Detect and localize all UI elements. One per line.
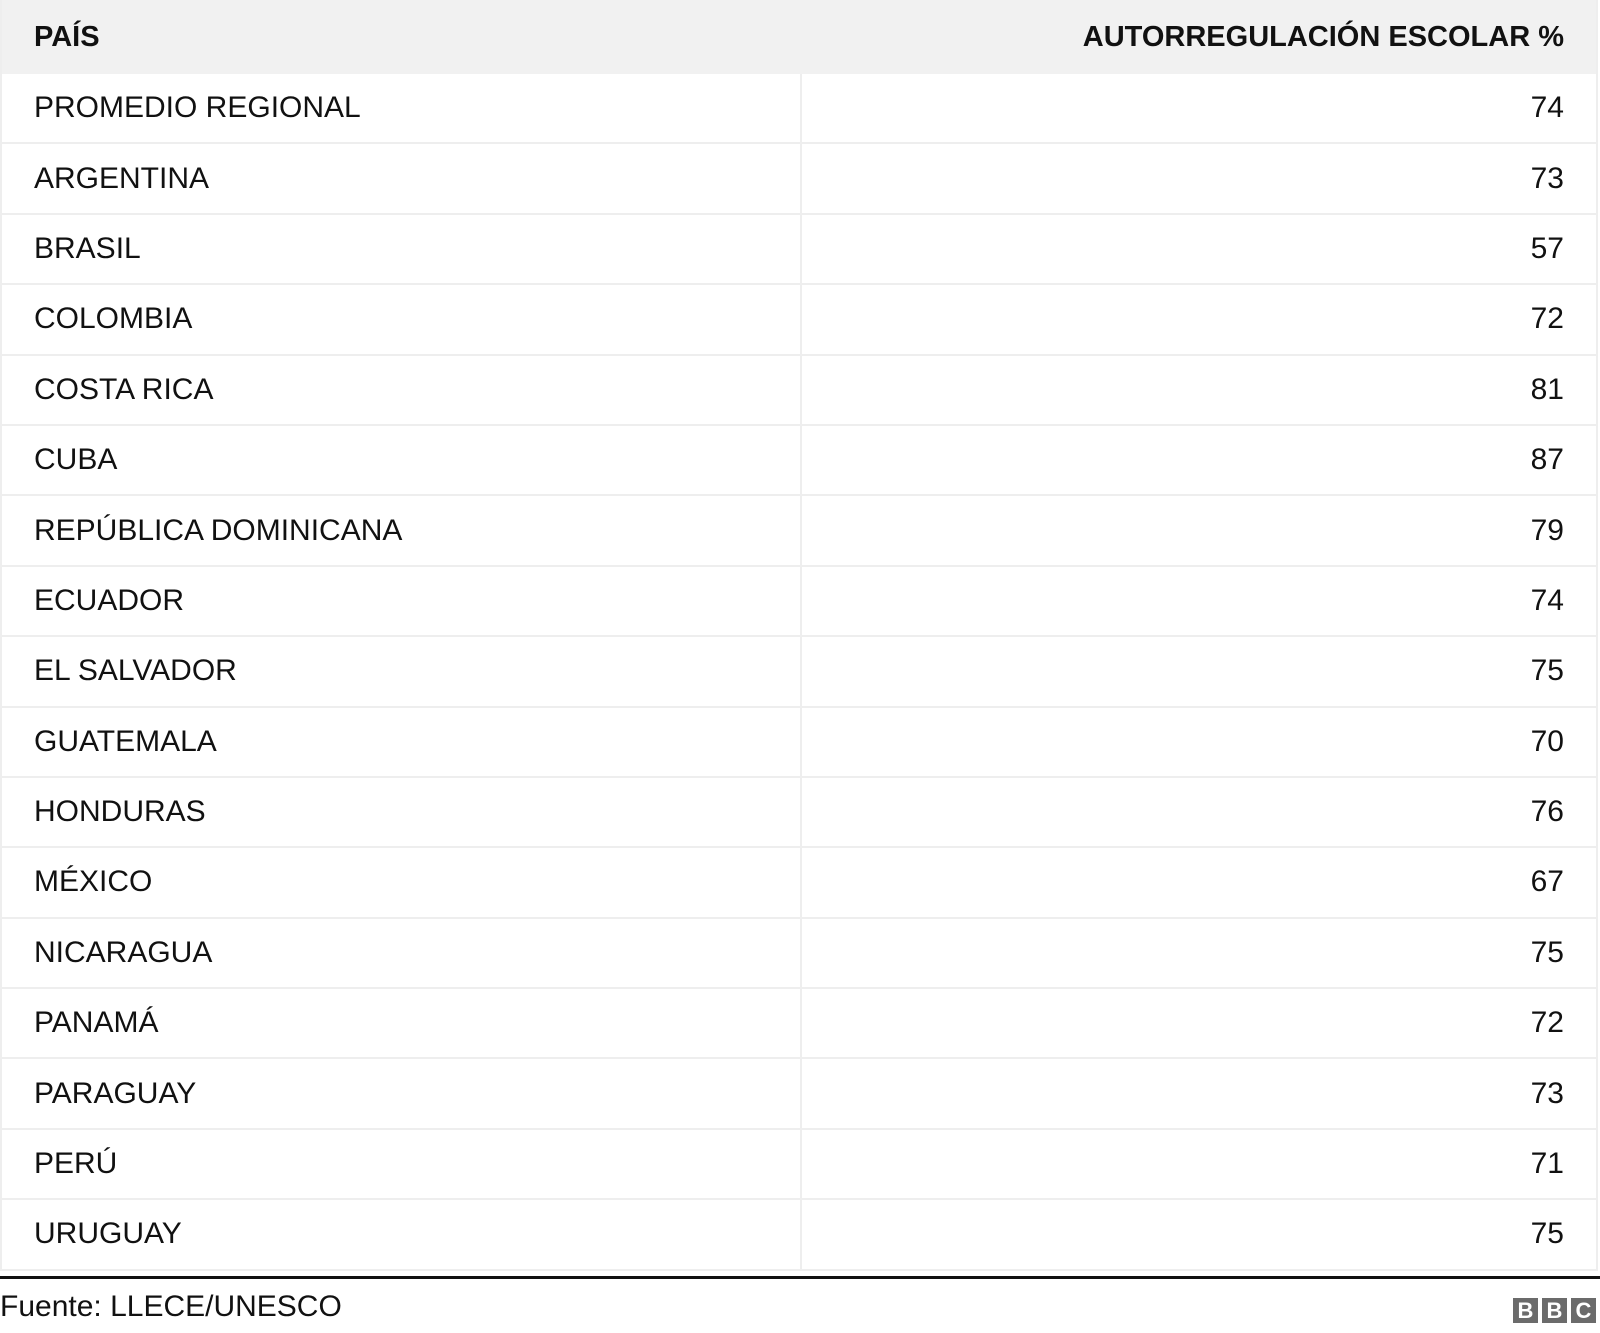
logo-letter: B (1542, 1298, 1567, 1323)
country-cell: BRASIL (2, 214, 802, 284)
value-cell: 67 (1530, 865, 1564, 899)
table-row: ARGENTINA 73 (2, 144, 1596, 215)
country-cell: CUBA (2, 425, 802, 495)
value-cell: 72 (1530, 302, 1564, 336)
table-row: CUBA 87 (2, 425, 1596, 497)
table-row: NICARAGUA 75 (2, 918, 1596, 990)
value-cell: 74 (1530, 91, 1564, 125)
value-cell: 79 (1530, 513, 1564, 547)
table-row: PANAMÁ 72 (2, 989, 1596, 1060)
value-cell: 76 (1530, 795, 1564, 829)
country-cell: GUATEMALA (2, 707, 802, 776)
value-cell: 70 (1530, 724, 1564, 758)
table-row: PARAGUAY 73 (2, 1059, 1596, 1130)
table-row: HONDURAS 76 (2, 777, 1596, 849)
country-cell: NICARAGUA (2, 918, 802, 988)
data-table: PAÍS AUTORREGULACIÓN ESCOLAR % PROMEDIO … (0, 0, 1598, 1271)
table-row: BRASIL 57 (2, 214, 1596, 286)
table-row: PERÚ 71 (2, 1129, 1596, 1201)
value-cell: 73 (1530, 161, 1564, 195)
value-cell: 72 (1530, 1006, 1564, 1040)
logo-letter: C (1571, 1298, 1596, 1323)
country-cell: PARAGUAY (2, 1059, 802, 1128)
value-cell: 87 (1530, 443, 1564, 477)
table-row: COLOMBIA 72 (2, 285, 1596, 356)
country-cell: URUGUAY (2, 1200, 802, 1269)
footer-divider (0, 1276, 1600, 1279)
country-cell: REPÚBLICA DOMINICANA (2, 496, 802, 565)
value-cell: 75 (1530, 1217, 1564, 1251)
country-cell: EL SALVADOR (2, 637, 802, 706)
table-row: GUATEMALA 70 (2, 707, 1596, 778)
value-cell: 75 (1530, 654, 1564, 688)
table-row: ECUADOR 74 (2, 566, 1596, 638)
country-cell: MÉXICO (2, 848, 802, 917)
source-note: Fuente: LLECE/UNESCO (0, 1290, 342, 1323)
country-cell: ARGENTINA (2, 144, 802, 213)
value-cell: 74 (1530, 583, 1564, 617)
table-row: MÉXICO 67 (2, 848, 1596, 919)
value-cell: 73 (1530, 1076, 1564, 1110)
table-row: REPÚBLICA DOMINICANA 79 (2, 496, 1596, 567)
table-row: COSTA RICA 81 (2, 355, 1596, 426)
value-cell: 71 (1530, 1147, 1564, 1181)
country-cell: HONDURAS (2, 777, 802, 847)
country-cell: PERÚ (2, 1129, 802, 1199)
table-row: EL SALVADOR 75 (2, 637, 1596, 708)
header-self-regulation: AUTORREGULACIÓN ESCOLAR % (1082, 20, 1564, 53)
country-cell: COLOMBIA (2, 285, 802, 354)
header-country: PAÍS (34, 20, 100, 53)
value-cell: 57 (1530, 231, 1564, 265)
value-cell: 81 (1530, 372, 1564, 406)
bbc-logo: B B C (1513, 1298, 1596, 1323)
value-cell: 75 (1530, 935, 1564, 969)
table-row: URUGUAY 75 (2, 1200, 1596, 1271)
country-cell: PROMEDIO REGIONAL (2, 74, 802, 143)
logo-letter: B (1513, 1298, 1538, 1323)
country-cell: ECUADOR (2, 566, 802, 636)
country-cell: PANAMÁ (2, 989, 802, 1058)
table-row: PROMEDIO REGIONAL 74 (2, 74, 1596, 145)
country-cell: COSTA RICA (2, 355, 802, 424)
table-header: PAÍS AUTORREGULACIÓN ESCOLAR % (2, 0, 1596, 74)
